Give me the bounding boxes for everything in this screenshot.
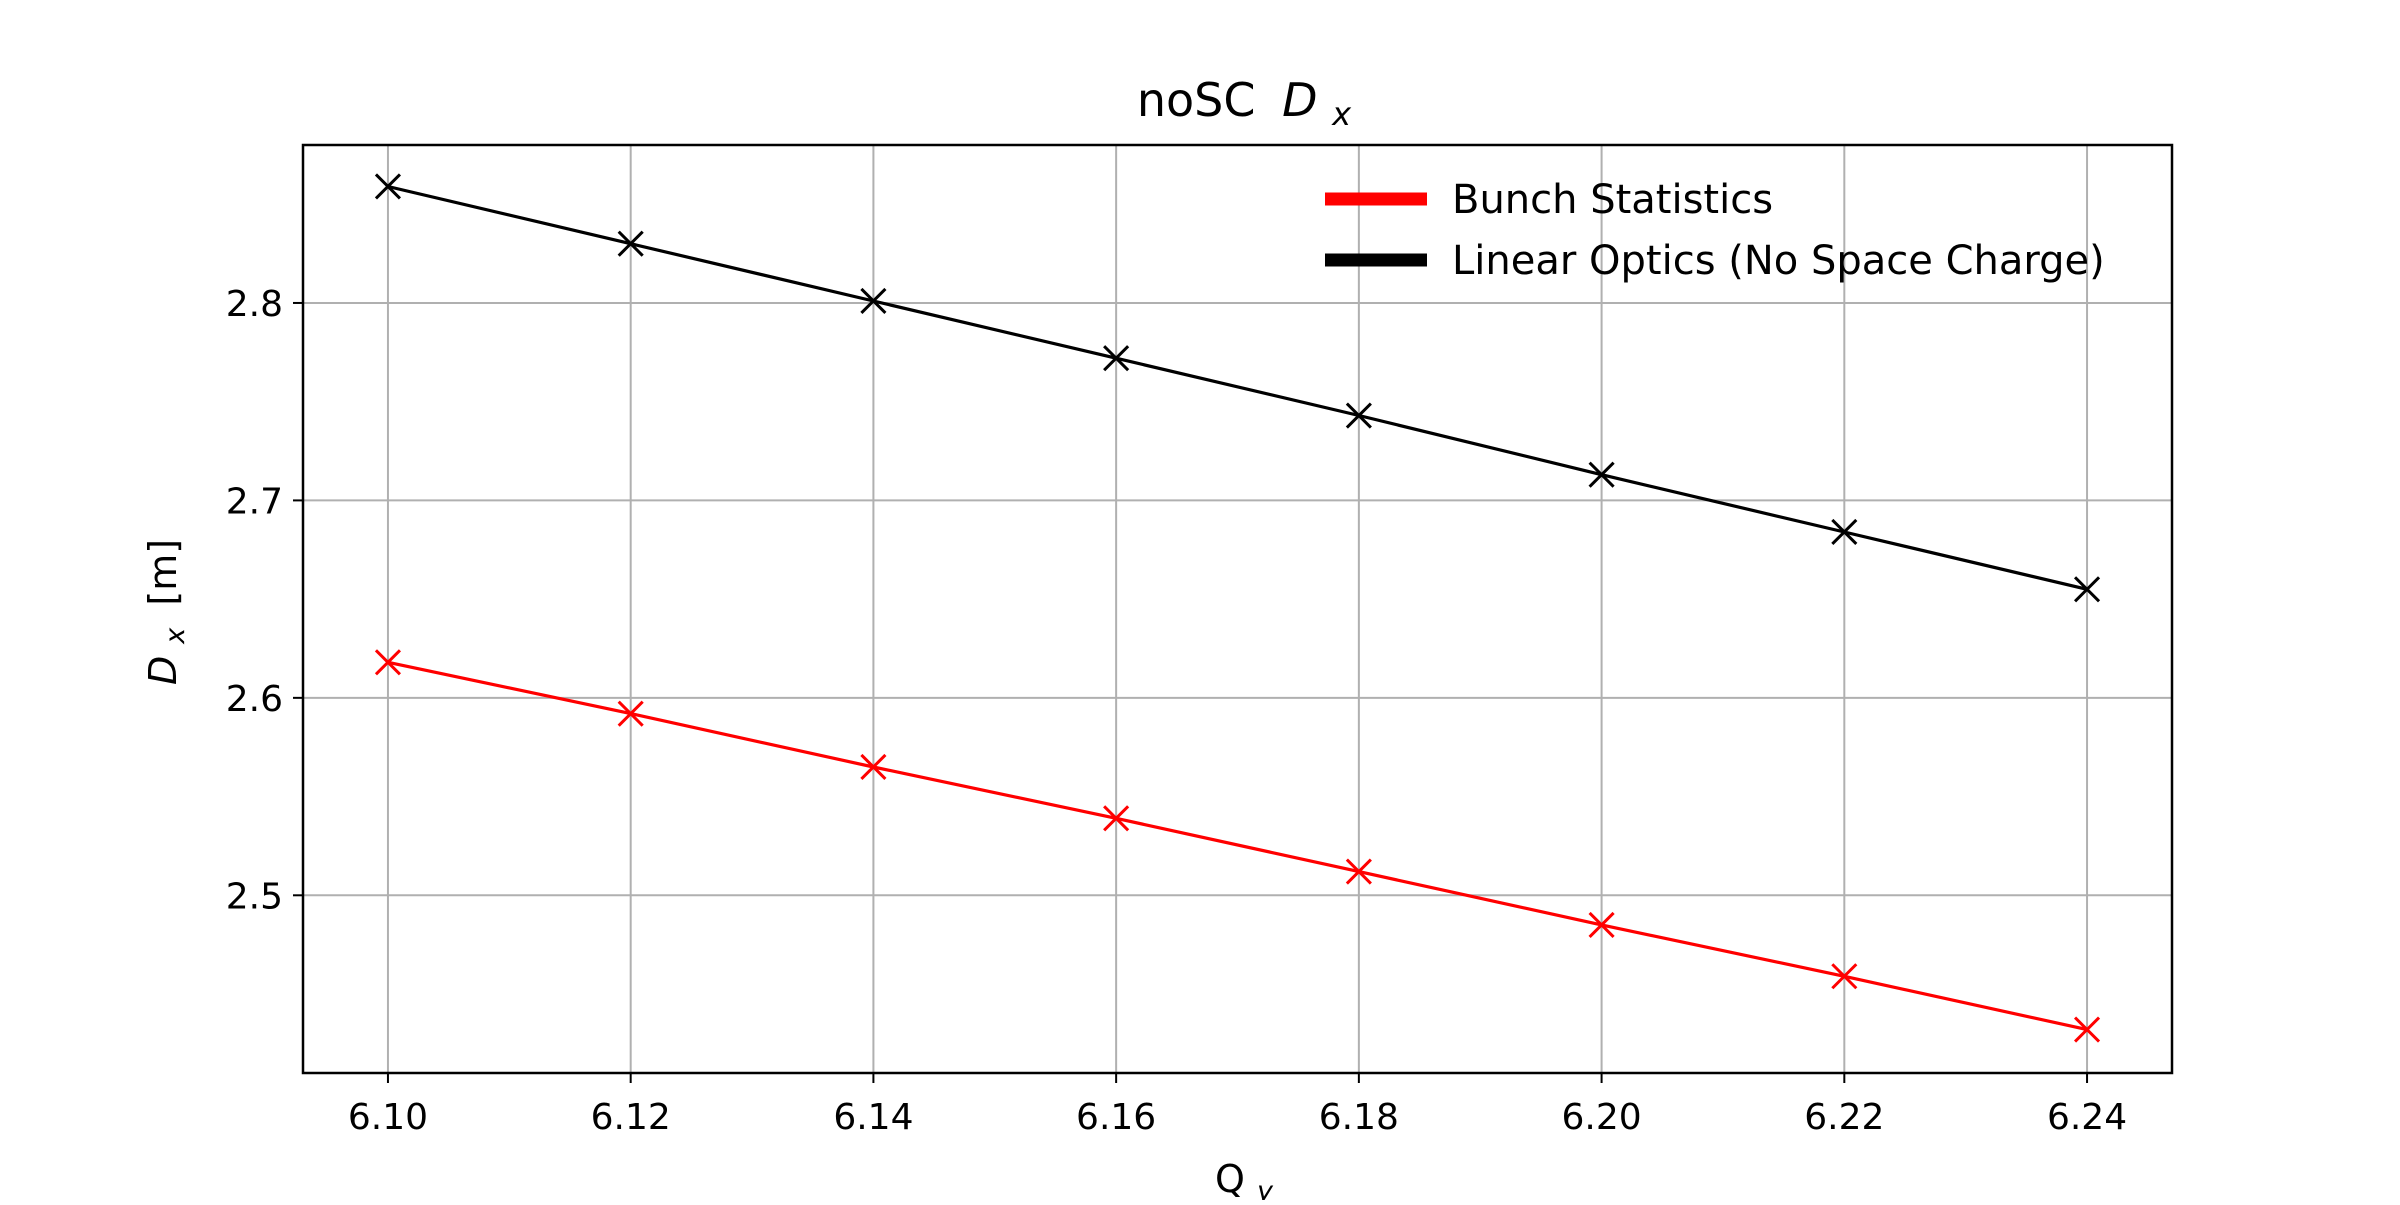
x-tick-label: 6.20 bbox=[1562, 1097, 1642, 1138]
y-axis-label: D x [m] bbox=[141, 539, 193, 685]
legend-label-bunch-statistics: Bunch Statistics bbox=[1452, 177, 1773, 223]
xlabel-subscript: y bbox=[1256, 1176, 1274, 1200]
tick-layer: 6.10 6.12 6.14 6.16 6.18 6.20 6.22 6.24 2.5 2.6 2.… bbox=[226, 284, 2127, 1138]
title-symbol: D bbox=[1282, 73, 1317, 127]
data-point-bunch-statistics bbox=[617, 700, 644, 727]
series-line-bunch-statistics bbox=[387, 660, 2088, 1032]
data-point-linear-optics-no-space-charge bbox=[1588, 461, 1615, 488]
data-point-bunch-statistics bbox=[860, 753, 887, 781]
series-line-linear-optics-no-space-charge bbox=[387, 184, 2088, 591]
ylabel-subscript: x bbox=[160, 627, 191, 645]
data-point-linear-optics-no-space-charge bbox=[1103, 345, 1130, 372]
x-tick-label: 6.16 bbox=[1076, 1097, 1156, 1138]
data-point-bunch-statistics bbox=[2073, 1016, 2101, 1043]
data-point-linear-optics-no-space-charge bbox=[617, 230, 644, 257]
ylabel-unit: [m] bbox=[141, 539, 185, 606]
y-tick-label: 2.8 bbox=[226, 284, 283, 325]
x-tick-label: 6.24 bbox=[2047, 1097, 2127, 1138]
x-tick-label: 6.10 bbox=[348, 1097, 428, 1138]
data-point-bunch-statistics bbox=[1831, 963, 1858, 990]
title-subscript: x bbox=[1331, 95, 1352, 133]
chart-title: noSC D x bbox=[1137, 73, 1352, 133]
x-tick-label: 6.12 bbox=[591, 1097, 671, 1138]
plot-frame bbox=[301, 143, 2174, 1075]
y-tick-label: 2.5 bbox=[226, 876, 283, 917]
grid-lines bbox=[303, 145, 2172, 1073]
data-point-linear-optics-no-space-charge bbox=[1345, 402, 1372, 429]
data-point-bunch-statistics bbox=[374, 649, 402, 676]
legend: Bunch Statistics Linear Optics (No Space… bbox=[1325, 177, 2105, 284]
title-main: noSC bbox=[1137, 73, 1256, 127]
data-point-linear-optics-no-space-charge bbox=[2073, 576, 2101, 603]
data-point-bunch-statistics bbox=[1345, 858, 1372, 885]
x-axis-label: Q y bbox=[1215, 1157, 1274, 1200]
x-tick-label: 6.18 bbox=[1319, 1097, 1399, 1138]
data-point-linear-optics-no-space-charge bbox=[860, 287, 887, 315]
ylabel-symbol: D bbox=[141, 656, 185, 685]
y-tick-label: 2.7 bbox=[226, 481, 283, 522]
data-point-bunch-statistics bbox=[1103, 805, 1130, 832]
x-tick-label: 6.22 bbox=[1804, 1097, 1884, 1138]
xlabel-main: Q bbox=[1215, 1157, 1245, 1200]
data-point-bunch-statistics bbox=[1588, 911, 1615, 938]
legend-label-linear-optics: Linear Optics (No Space Charge) bbox=[1452, 238, 2105, 284]
series-layer bbox=[374, 173, 2101, 1043]
data-point-linear-optics-no-space-charge bbox=[1831, 518, 1858, 546]
data-point-linear-optics-no-space-charge bbox=[374, 173, 402, 200]
y-tick-label: 2.6 bbox=[226, 679, 283, 720]
x-tick-label: 6.14 bbox=[833, 1097, 913, 1138]
